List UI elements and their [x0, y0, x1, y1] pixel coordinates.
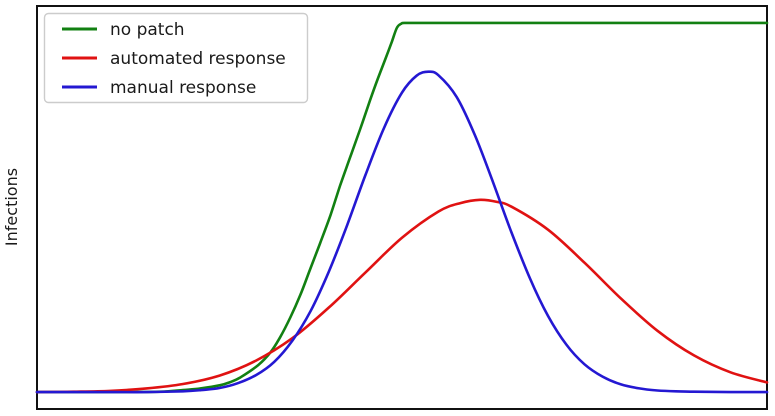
curve-manual-response — [35, 70, 769, 394]
legend-item-manual-response: manual response — [62, 78, 256, 98]
legend-item-no-patch: no patch — [62, 20, 185, 40]
axes-frame — [36, 5, 768, 410]
curve-automated-response — [35, 198, 769, 394]
curves-layer — [35, 21, 769, 394]
legend-label-no-patch: no patch — [110, 20, 185, 40]
y-axis-label: Infections — [2, 168, 21, 246]
curve-no-patch — [35, 21, 769, 394]
legend-label-automated-response: automated response — [110, 49, 286, 69]
legend-item-automated-response: automated response — [62, 49, 286, 69]
legend-box — [43, 12, 309, 104]
legend: no patch automated response manual respo… — [43, 12, 309, 104]
legend-label-manual-response: manual response — [110, 78, 256, 98]
